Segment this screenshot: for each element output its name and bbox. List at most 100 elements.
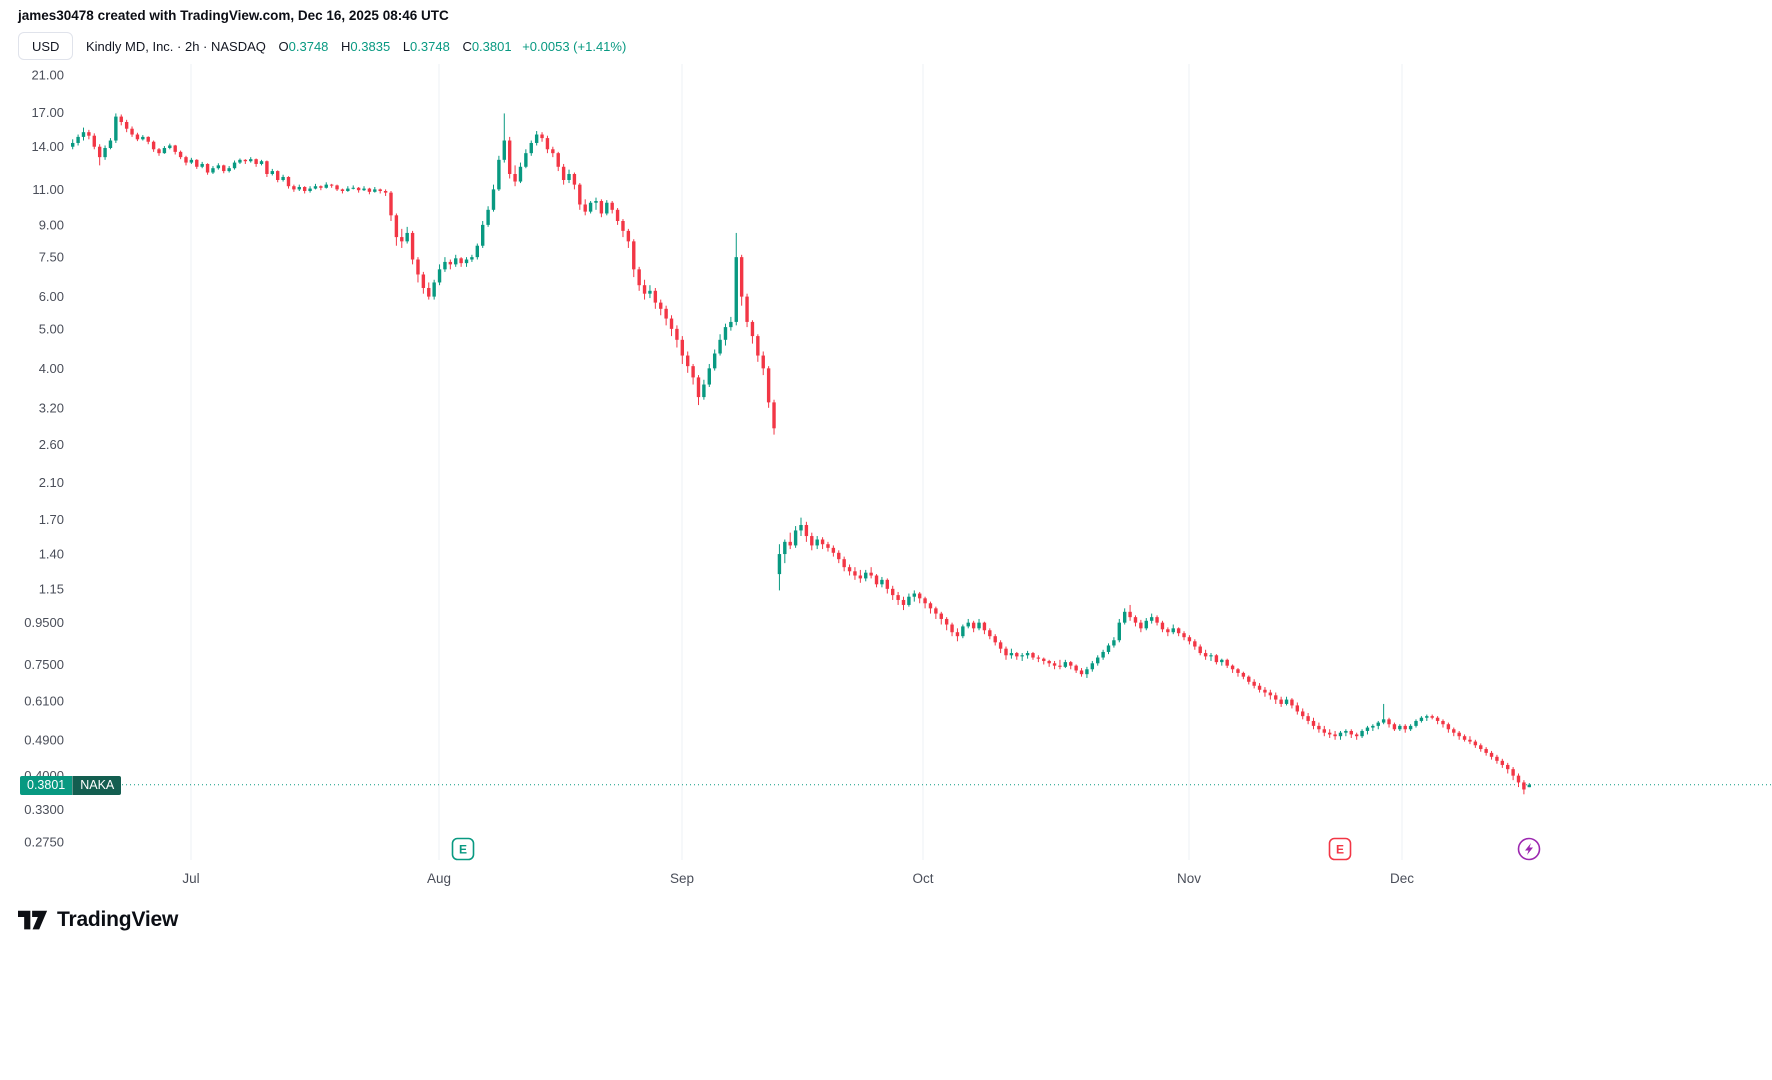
- candle-body: [1365, 727, 1370, 731]
- candle-body: [1117, 622, 1121, 641]
- candle-body: [1171, 628, 1175, 633]
- candle-body: [394, 215, 399, 238]
- price-axis-label: 1.40: [39, 547, 64, 562]
- candle-body: [605, 202, 609, 214]
- candle-body: [1419, 717, 1424, 721]
- candle-body: [119, 116, 123, 123]
- candle-body: [232, 162, 237, 169]
- price-axis-label: 0.4900: [24, 732, 64, 747]
- candle-body: [982, 622, 987, 631]
- candle-body: [432, 282, 436, 297]
- candle-body: [459, 258, 463, 264]
- candle-body: [637, 269, 641, 286]
- candle-body: [615, 209, 620, 221]
- attribution-text: james30478 created with TradingView.com,…: [18, 8, 449, 23]
- candle-body: [648, 290, 652, 294]
- candle-body: [977, 622, 981, 629]
- candle-body: [1473, 741, 1478, 746]
- candle-body: [497, 159, 501, 190]
- candle-body: [108, 140, 113, 148]
- candle-body: [1398, 725, 1402, 730]
- earnings-icon[interactable]: [451, 837, 475, 861]
- candle-body: [1252, 681, 1256, 686]
- ohlc-low-value: 0.3748: [410, 39, 450, 54]
- ohlc-close: C0.3801: [462, 39, 511, 54]
- candle-body: [427, 287, 431, 297]
- candle-body: [534, 134, 539, 143]
- candle-body: [281, 176, 285, 180]
- change-value: +0.0053 (+1.41%): [522, 39, 627, 54]
- candle-body: [448, 261, 453, 265]
- candle-body: [896, 595, 900, 600]
- candle-body: [669, 318, 674, 329]
- candle-body: [1333, 734, 1337, 737]
- candle-body: [1500, 760, 1505, 765]
- candle-body: [680, 339, 685, 356]
- candle-body: [1263, 689, 1267, 693]
- candle-body: [1457, 732, 1461, 737]
- candle-body: [1516, 775, 1521, 783]
- candle-body: [1058, 665, 1062, 667]
- candle-body: [729, 321, 733, 328]
- candle-body: [184, 157, 188, 163]
- candle-body: [362, 188, 366, 191]
- candle-body: [853, 571, 857, 576]
- candle-body: [481, 224, 485, 246]
- price-axis-label: 17.00: [31, 105, 64, 120]
- candle-body: [1042, 658, 1046, 661]
- candle-body: [707, 368, 711, 385]
- candle-body: [1376, 722, 1380, 726]
- candle-body: [276, 171, 280, 180]
- candle-body: [1257, 685, 1262, 690]
- earnings-icon[interactable]: [1328, 837, 1352, 861]
- candle-body: [858, 575, 863, 579]
- candle-body: [1360, 730, 1364, 737]
- tradingview-logo-icon: [18, 910, 48, 929]
- time-axis-label: Aug: [427, 871, 451, 886]
- candle-body: [87, 132, 91, 136]
- candle-body: [335, 185, 339, 190]
- candle-body: [1203, 653, 1208, 657]
- candle-body: [302, 186, 307, 192]
- candle-body: [454, 258, 458, 265]
- candle-body: [70, 142, 75, 147]
- price-axis-label: 4.00: [39, 361, 64, 376]
- candle-body: [1430, 716, 1434, 718]
- candle-body: [486, 209, 490, 225]
- candle-body: [869, 572, 873, 576]
- candle-body: [971, 622, 976, 629]
- candle-body: [1209, 655, 1213, 657]
- candle-body: [292, 186, 296, 190]
- candle-body: [259, 161, 264, 164]
- price-axis-label: 21.00: [31, 68, 64, 83]
- candle-body: [1063, 662, 1068, 667]
- candle-body: [810, 536, 814, 546]
- candle-body: [1036, 657, 1041, 659]
- candle-body: [1279, 699, 1283, 704]
- candle-body: [1371, 725, 1375, 728]
- candle-body: [1446, 724, 1451, 730]
- candle-body: [1403, 725, 1407, 730]
- candle-body: [588, 202, 593, 212]
- candle-body: [1414, 720, 1418, 726]
- candle-body: [1020, 655, 1024, 657]
- candle-body: [475, 245, 480, 258]
- currency-toggle-button[interactable]: USD: [18, 32, 74, 60]
- candle-body: [76, 136, 80, 143]
- candle-body: [1387, 719, 1391, 725]
- tradingview-logo[interactable]: TradingView: [18, 908, 178, 932]
- candle-body: [1182, 633, 1186, 638]
- candle-body: [702, 384, 706, 398]
- candle-body: [772, 402, 776, 429]
- candle-body: [556, 153, 560, 167]
- candle-body: [200, 163, 204, 167]
- current-price-label: 0.3801: [20, 776, 73, 795]
- candle-body: [1327, 732, 1332, 735]
- candle-body: [880, 579, 884, 585]
- candle-body: [437, 269, 442, 283]
- candle-body: [793, 530, 798, 546]
- candle-body: [297, 186, 301, 190]
- tradingview-logo-text: TradingView: [57, 908, 179, 931]
- candle-body: [92, 135, 96, 147]
